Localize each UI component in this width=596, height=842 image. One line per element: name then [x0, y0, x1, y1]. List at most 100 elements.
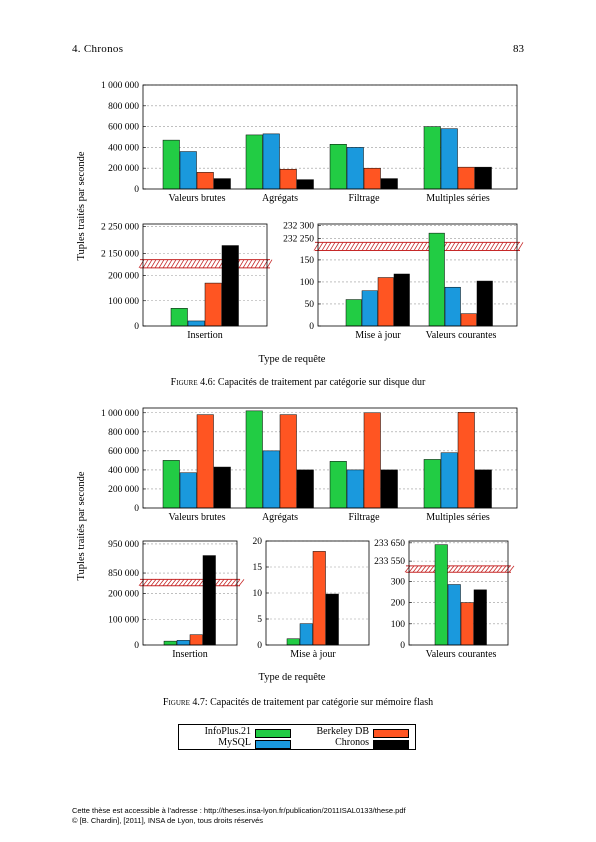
y-tick-label: 100 000 [108, 297, 139, 307]
y-tick-label: 100 000 [108, 615, 139, 625]
x-category-label: Agrégats [262, 193, 298, 204]
axis-break-hatch [194, 259, 201, 269]
axis-break-hatch [242, 259, 249, 269]
x-category-label: Mise à jour [355, 330, 401, 341]
axis-break-hatch [266, 259, 273, 269]
y-tick-label: 200 000 [108, 590, 139, 600]
plot-frame [317, 223, 518, 327]
bar-infoplus-21 [345, 299, 362, 327]
bar-mysql [440, 128, 458, 190]
axis-break-hatch [505, 242, 512, 251]
caption-text: Capacités de traitement par catégorie su… [210, 697, 434, 708]
y-tick-label: 5 [257, 615, 262, 625]
y-tick-label: 0 [309, 322, 314, 332]
axis-break-hatch [484, 565, 491, 573]
y-tick-label: 1 000 000 [101, 409, 139, 419]
axis-break-hatch [230, 579, 237, 587]
axis-break-hatch [397, 242, 404, 251]
axis-break-hatch [146, 259, 153, 269]
bar-mysql [179, 472, 197, 509]
axis-break-hatch [405, 242, 412, 251]
axis-break-hatch [408, 565, 415, 573]
legend-swatch [373, 740, 409, 749]
axis-break-hatch [393, 242, 400, 251]
legend-swatch [255, 740, 291, 749]
bar-infoplus-21 [428, 232, 445, 327]
axis-break-hatch [174, 579, 181, 587]
axis-break-hatch [333, 242, 340, 251]
y-tick-label: 100 [391, 620, 406, 630]
axis-break-hatch [509, 242, 516, 251]
axis-break-hatch [246, 259, 253, 269]
axis-break-hatch [325, 242, 332, 251]
y-tick-label: 2 150 000 [101, 250, 139, 260]
bar-infoplus-21 [163, 640, 177, 646]
axis-break-hatch [457, 242, 464, 251]
axis-break-hatch [206, 259, 213, 269]
y-tick-label: 15 [253, 563, 263, 573]
bar-infoplus-21 [329, 461, 347, 509]
x-axis-title: Type de requête [259, 672, 326, 683]
axis-break-hatch [158, 259, 165, 269]
axis-break-hatch [416, 565, 423, 573]
bar-mysql [346, 147, 364, 190]
axis-break-hatch [166, 579, 173, 587]
axis-break-hatch [317, 242, 324, 251]
axis-break-hatch [321, 242, 328, 251]
axis-break-hatch [449, 242, 456, 251]
bar-chronos [473, 589, 487, 646]
bar-berkeley-db [196, 414, 214, 509]
axis-break-hatch [481, 242, 488, 251]
bar-chronos [296, 179, 314, 190]
y-tick-label: 400 000 [108, 143, 139, 153]
axis-break-hatch [170, 579, 177, 587]
legend-item-mysql: MySQL [179, 737, 291, 750]
caption-text: Capacités de traitement par catégorie su… [217, 377, 426, 388]
axis-break-hatch [480, 565, 487, 573]
bar-mysql [346, 469, 364, 509]
legend-item-infoplus: InfoPlus.21 [179, 726, 291, 739]
axis-break-hatch [154, 579, 161, 587]
legend-swatch [373, 729, 409, 738]
figure-4-7-caption: Figure 4.7: Capacités de traitement par … [0, 697, 596, 708]
axis-break-hatch [369, 242, 376, 251]
bar-berkeley-db [196, 172, 214, 190]
axis-break-hatch [460, 565, 467, 573]
axis-break-hatch [468, 565, 475, 573]
bar-mysql [176, 640, 190, 646]
axis-break-hatch [492, 565, 499, 573]
y-tick-label: 233 550 [374, 557, 405, 567]
axis-break-hatch [178, 259, 185, 269]
axis-break-hatch [465, 242, 472, 251]
axis-break-hatch [190, 259, 197, 269]
bar-mysql [262, 133, 280, 190]
bar-chronos [474, 166, 492, 190]
axis-break-hatch [412, 565, 419, 573]
axis-break-hatch [496, 565, 503, 573]
axis-break-hatch [182, 259, 189, 269]
axis-break-band [410, 563, 507, 575]
bar-infoplus-21 [423, 126, 441, 190]
bar-berkeley-db [279, 414, 297, 509]
axis-break-hatch [477, 242, 484, 251]
axis-break-hatch [238, 579, 245, 587]
x-category-label: Agrégats [262, 512, 298, 523]
axis-break-hatch [150, 259, 157, 269]
axis-break-hatch [485, 242, 492, 251]
y-tick-label: 300 [391, 577, 406, 587]
axis-break-hatch [329, 242, 336, 251]
caption-label: Figure 4.6: [170, 377, 216, 388]
bar-chronos [202, 555, 216, 646]
axis-break-hatch [389, 242, 396, 251]
y-tick-label: 232 300 [283, 221, 314, 231]
axis-break-hatch [513, 242, 520, 251]
x-category-label: Insertion [172, 649, 208, 660]
y-tick-label: 50 [305, 300, 315, 310]
axis-break-hatch [489, 242, 496, 251]
bar-berkeley-db [204, 282, 222, 327]
axis-break-hatch [258, 259, 265, 269]
axis-break-hatch [166, 259, 173, 269]
y-tick-label: 600 000 [108, 123, 139, 133]
axis-break-hatch [214, 259, 221, 269]
